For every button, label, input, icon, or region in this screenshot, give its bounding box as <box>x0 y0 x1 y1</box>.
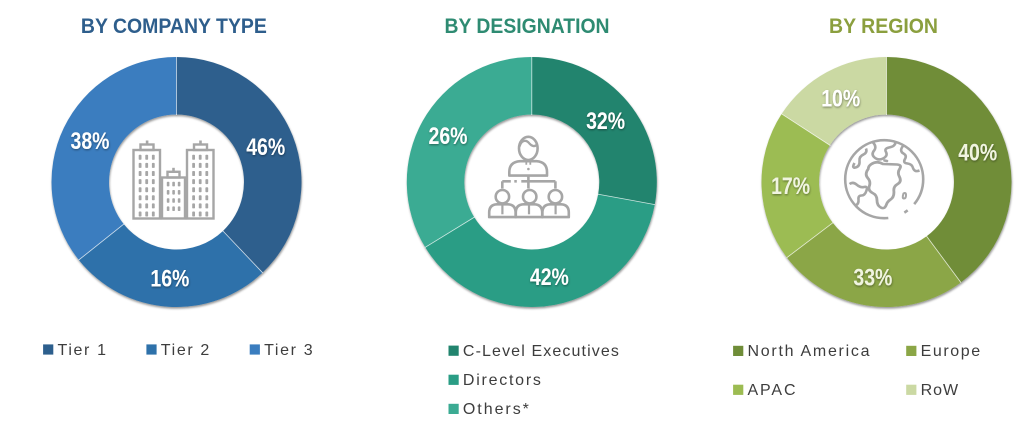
svg-text:Directors: Directors <box>463 372 541 389</box>
svg-text:10%: 10% <box>821 85 860 112</box>
svg-text:38%: 38% <box>71 128 110 155</box>
svg-text:33%: 33% <box>853 265 892 292</box>
svg-text:46%: 46% <box>246 134 285 161</box>
svg-text:42%: 42% <box>530 264 569 291</box>
svg-text:Others*: Others* <box>463 401 529 418</box>
svg-text:Europe: Europe <box>921 343 981 360</box>
svg-text:APAC: APAC <box>748 382 796 399</box>
svg-text:Tier 3: Tier 3 <box>264 342 313 359</box>
svg-text:40%: 40% <box>958 140 997 167</box>
svg-text:BY COMPANY TYPE: BY COMPANY TYPE <box>81 14 267 38</box>
svg-text:North America: North America <box>748 343 870 360</box>
svg-text:C-Level Executives: C-Level Executives <box>463 343 619 360</box>
svg-text:26%: 26% <box>429 123 468 150</box>
svg-text:16%: 16% <box>150 266 189 293</box>
svg-text:BY DESIGNATION: BY DESIGNATION <box>445 14 610 38</box>
svg-text:BY REGION: BY REGION <box>829 14 938 38</box>
svg-text:Tier 1: Tier 1 <box>58 342 107 359</box>
svg-text:17%: 17% <box>771 173 810 200</box>
svg-text:Tier 2: Tier 2 <box>161 342 210 359</box>
svg-text:RoW: RoW <box>921 382 959 399</box>
svg-text:32%: 32% <box>586 108 625 135</box>
